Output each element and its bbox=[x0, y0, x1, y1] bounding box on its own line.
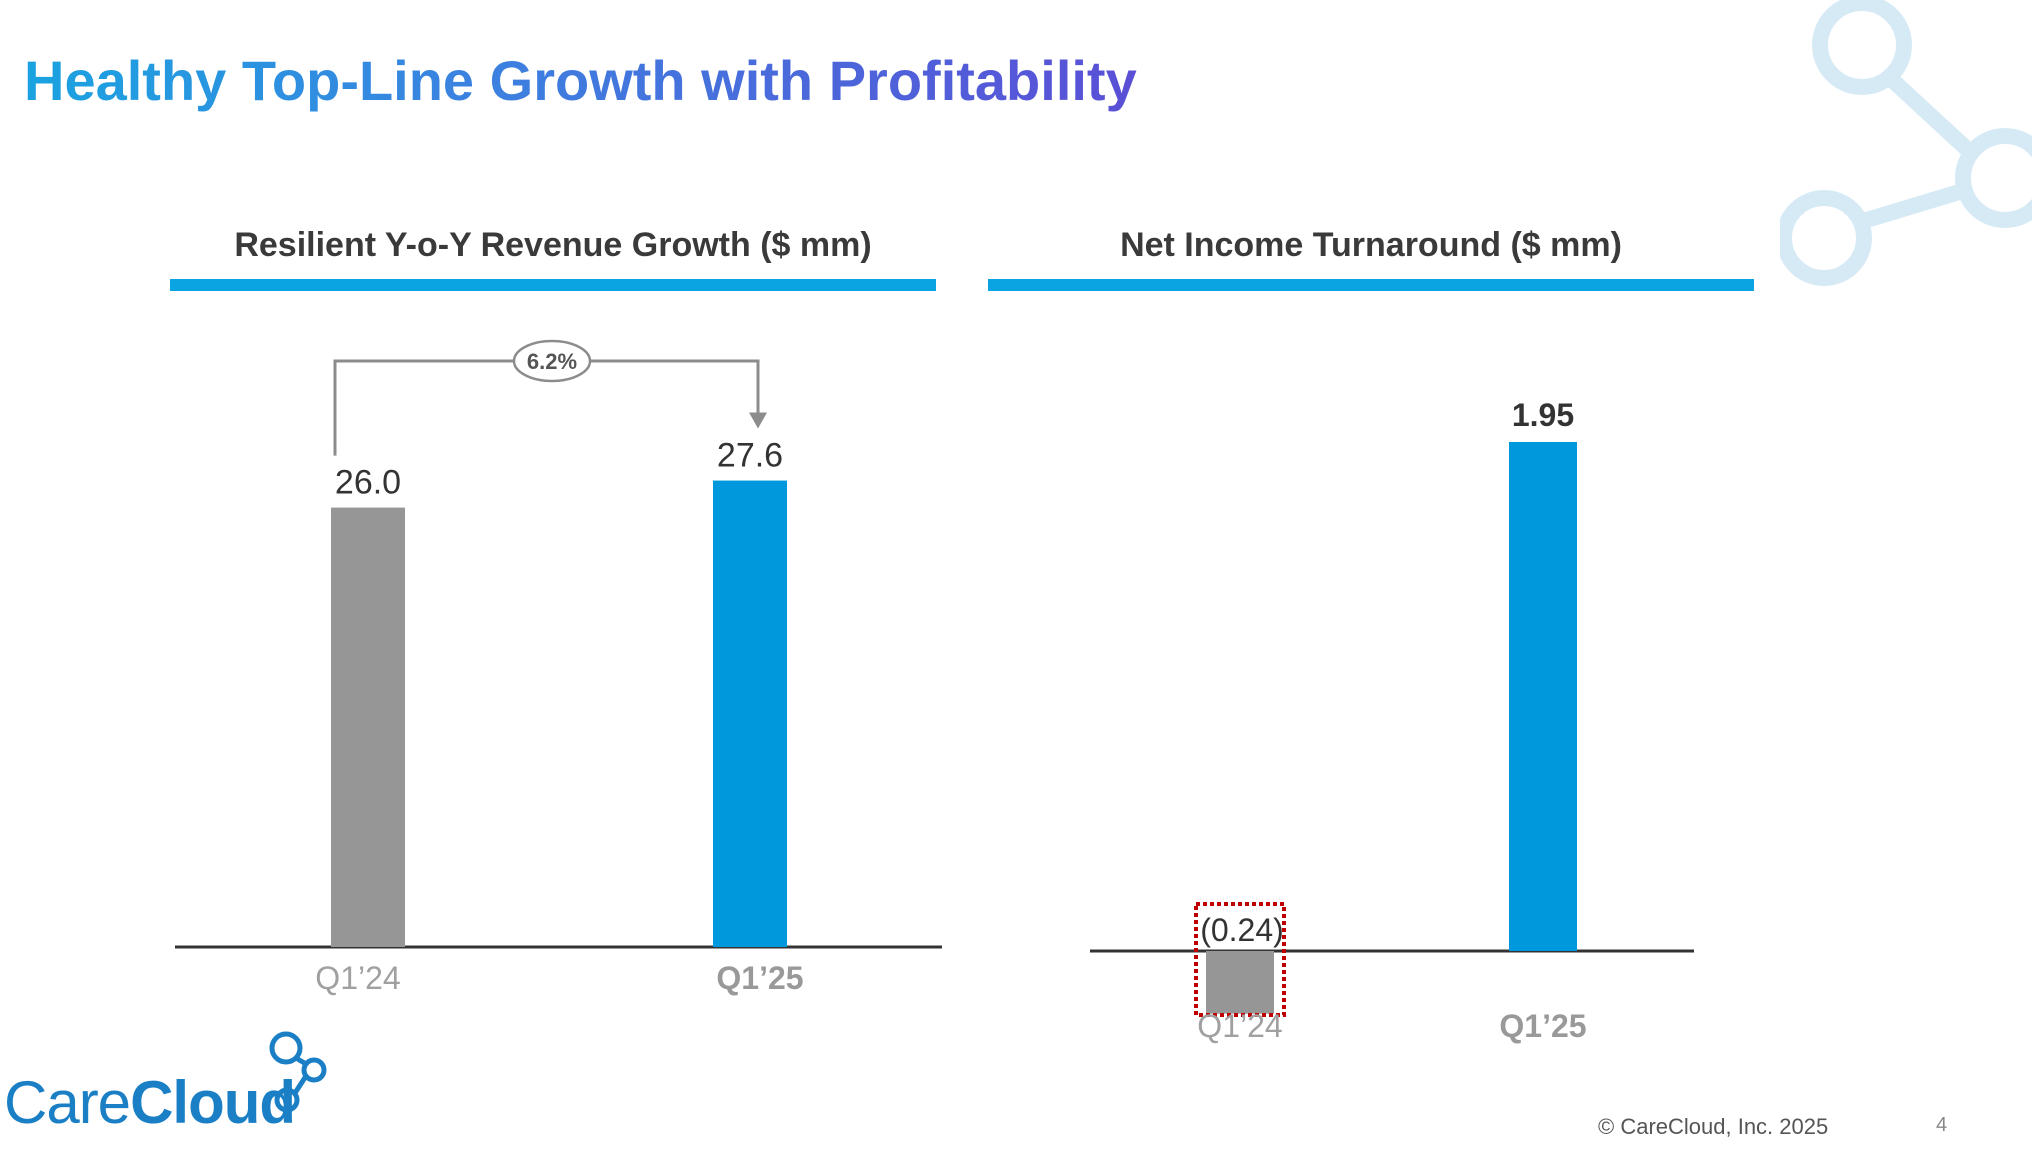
carecloud-logo-icon bbox=[269, 1031, 327, 1113]
revenue-bar-1 bbox=[713, 480, 787, 947]
net-income-data-label-0: (0.24) bbox=[1200, 912, 1284, 948]
revenue-bar-0 bbox=[331, 507, 405, 947]
revenue-tick-label-1: Q1’25 bbox=[716, 960, 803, 996]
net-income-tick-label-0: Q1’24 bbox=[1197, 1008, 1282, 1044]
page-number: 4 bbox=[1936, 1114, 1948, 1136]
revenue-panel-title: Resilient Y-o-Y Revenue Growth ($ mm) bbox=[234, 226, 872, 264]
revenue-data-label-0: 26.0 bbox=[335, 464, 401, 502]
revenue-panel-rule bbox=[170, 279, 936, 291]
revenue-data-label-1: 27.6 bbox=[717, 437, 783, 475]
logo-text-cloud: Cloud bbox=[130, 1069, 296, 1136]
net-income-panel-rule bbox=[988, 279, 1754, 291]
carecloud-logo-text: CareCloud bbox=[4, 1068, 296, 1137]
molecule-decoration-icon bbox=[1780, 0, 2032, 286]
revenue-tick-label-0: Q1’24 bbox=[315, 960, 400, 996]
net-income-bar-0 bbox=[1206, 951, 1274, 1014]
net-income-tick-label-1: Q1’25 bbox=[1499, 1008, 1586, 1044]
growth-badge bbox=[512, 339, 592, 383]
net-income-bar-1 bbox=[1509, 442, 1577, 951]
copyright-text: © CareCloud, Inc. 2025 bbox=[1598, 1114, 1829, 1139]
growth-badge-label: 6.2% bbox=[527, 349, 577, 374]
net-income-panel-title: Net Income Turnaround ($ mm) bbox=[1120, 226, 1622, 264]
slide-title: Healthy Top-Line Growth with Profitabili… bbox=[24, 49, 1137, 112]
growth-arrow-icon bbox=[749, 412, 767, 429]
logo-text-care: Care bbox=[4, 1069, 131, 1136]
net-income-data-label-1: 1.95 bbox=[1512, 397, 1574, 433]
net-income-highlight-box bbox=[1194, 902, 1286, 1017]
